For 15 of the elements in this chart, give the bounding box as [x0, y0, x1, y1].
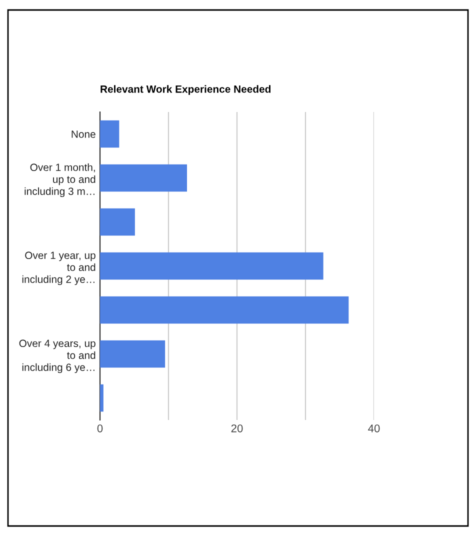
bar — [100, 384, 104, 412]
x-tick-label: 0 — [97, 424, 103, 432]
y-tick-label: Over 4 years, up to and including 6 ye… — [19, 340, 96, 374]
x-tick-label: 20 — [231, 424, 243, 432]
bar — [100, 208, 135, 236]
bar — [100, 252, 324, 280]
y-tick-label: None — [72, 130, 96, 138]
bar — [100, 120, 120, 148]
x-tick-label: 40 — [368, 424, 380, 432]
y-tick-label: Over 1 year, up to and including 2 ye… — [22, 252, 96, 286]
bar — [100, 296, 349, 324]
bar — [100, 340, 166, 368]
bar — [100, 164, 187, 192]
y-tick-label: Over 1 month, up to and including 3 m… — [24, 163, 96, 198]
chart-title: Relevant Work Experience Needed — [100, 85, 270, 95]
